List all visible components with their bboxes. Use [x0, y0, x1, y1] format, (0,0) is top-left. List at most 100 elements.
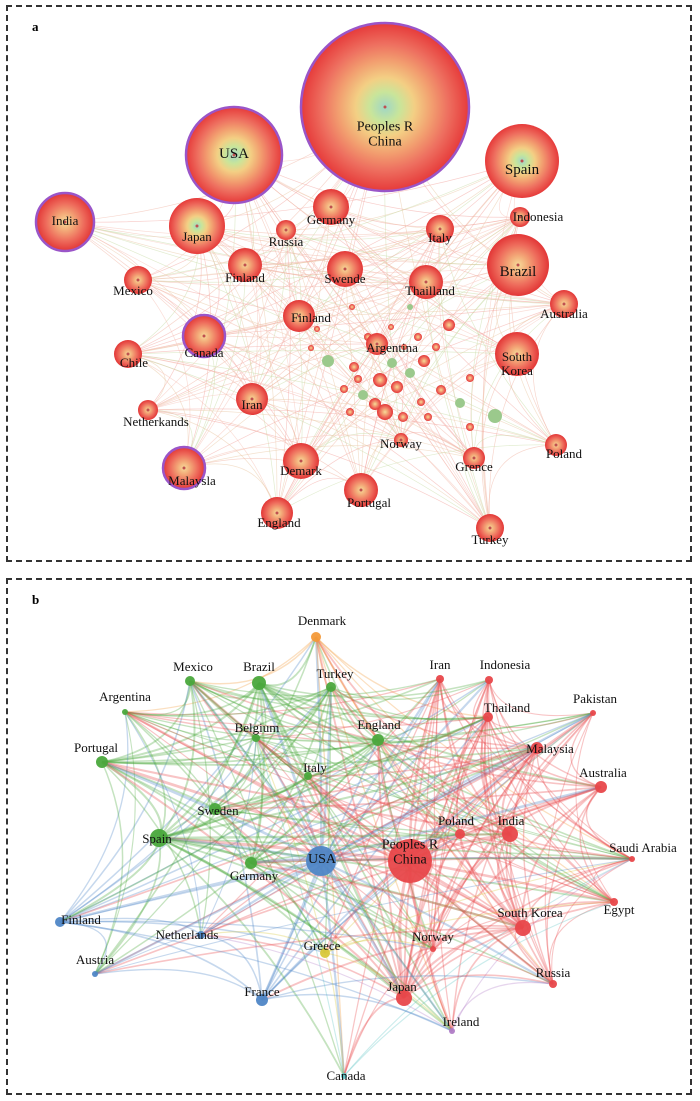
node-circle [502, 826, 518, 842]
node-center [63, 220, 67, 224]
node-label: Thailand [484, 700, 531, 715]
node-label: Australia [540, 306, 588, 321]
minor-node [398, 412, 408, 422]
node-center [343, 267, 347, 271]
minor-node [407, 304, 413, 310]
node-brazil: Brazil [487, 234, 549, 296]
node-canada: Canada [327, 1068, 366, 1083]
node-center [284, 228, 288, 232]
node-circle [320, 948, 330, 958]
node-label: Grence [455, 459, 493, 474]
node-label: Egypt [603, 902, 634, 917]
node-france: France [244, 984, 280, 1006]
node-label: Turkey [316, 666, 354, 681]
node-label: Ireland [443, 1014, 480, 1029]
node-circle [185, 676, 195, 686]
node-circle [306, 846, 336, 876]
node-greece: Greece [304, 938, 341, 958]
node-italy: Italy [303, 760, 327, 780]
node-australia: Australia [540, 290, 588, 321]
node-circle [245, 857, 257, 869]
node-label: South Korea [497, 905, 563, 920]
node-sweden: Sweden [197, 803, 239, 818]
node-label: Denmark [298, 613, 347, 628]
node-england: England [357, 717, 401, 746]
minor-node [349, 304, 355, 310]
minor-node [373, 373, 387, 387]
node-label: Canada [327, 1068, 366, 1083]
minor-node [388, 324, 394, 330]
node-center [472, 456, 476, 460]
node-label: Australia [579, 765, 627, 780]
node-germany: Germany [307, 189, 356, 227]
node-label: England [257, 515, 301, 530]
node-label: Italy [303, 760, 327, 775]
node-label: USA [308, 852, 337, 867]
minor-node [322, 355, 334, 367]
node-label: Indonesia [513, 209, 564, 224]
minor-node [466, 374, 474, 382]
node-center [275, 511, 279, 515]
node-poland: Poland [438, 813, 475, 839]
minor-node [488, 409, 502, 423]
node-circle [209, 803, 221, 815]
minor-node [414, 333, 422, 341]
node-center [515, 352, 519, 356]
minor-nodes-a [308, 304, 502, 431]
node-japan: Japan [387, 979, 417, 1006]
node-label: Peoples R China [357, 120, 414, 150]
node-label: Finland [291, 310, 331, 325]
minor-node [369, 398, 381, 410]
node-center [516, 263, 520, 267]
minor-node [349, 362, 359, 372]
node-brazil: Brazil [243, 659, 275, 690]
node-label: England [357, 717, 401, 732]
node-label: Spain [505, 162, 540, 178]
node-usa: USA [306, 846, 337, 876]
node-iran: Iran [430, 657, 451, 683]
node-label: Finland [61, 912, 101, 927]
node-england: England [257, 497, 301, 530]
minor-node [405, 368, 415, 378]
node-argentina: Argentina [99, 689, 151, 715]
node-egypt: Egypt [603, 898, 635, 917]
minor-node [418, 355, 430, 367]
node-circle [55, 917, 65, 927]
node-thailand: Thailand [483, 700, 531, 722]
node-circle [122, 709, 128, 715]
node-turkey: Turkey [471, 514, 509, 547]
node-circle [629, 856, 635, 862]
node-center [243, 263, 247, 267]
node-netherkands: Netherkands [123, 400, 189, 429]
node-center [182, 466, 186, 470]
minor-node [443, 319, 455, 331]
node-label: Russia [269, 234, 304, 249]
node-portugal: Portugal [74, 740, 118, 768]
node-center [562, 302, 566, 306]
node-label: Italy [428, 230, 452, 245]
node-label: Greece [304, 938, 341, 953]
node-label: Swende [324, 271, 365, 286]
node-label: India [52, 213, 79, 228]
node-label: Argentina [99, 689, 151, 704]
panel-b: b Denmark Iran Indonesia Mexico Brazil Turkey… [6, 578, 692, 1095]
panel-letter-b: b [32, 592, 40, 607]
node-japan: Japan [169, 198, 225, 254]
node-center [399, 438, 403, 442]
node-indonesia: Indonesia [480, 657, 530, 684]
node-center [232, 153, 236, 157]
node-circle [430, 946, 436, 952]
node-label: Japan [182, 229, 212, 244]
node-label: Spain [142, 831, 172, 846]
node-circle [326, 682, 336, 692]
node-center [195, 224, 199, 228]
node-circle [515, 920, 531, 936]
country-network-a: Peoples R China USA Spain India Japan Brazil Ge… [34, 21, 588, 547]
node-netherlands: Netherlands [156, 927, 219, 942]
node-center [299, 459, 303, 463]
node-center [250, 397, 254, 401]
node-spain: Spain [142, 829, 172, 847]
node-center [146, 408, 150, 412]
node-label: Germany [307, 212, 356, 227]
node-indonesia: Indonesia [510, 207, 563, 227]
